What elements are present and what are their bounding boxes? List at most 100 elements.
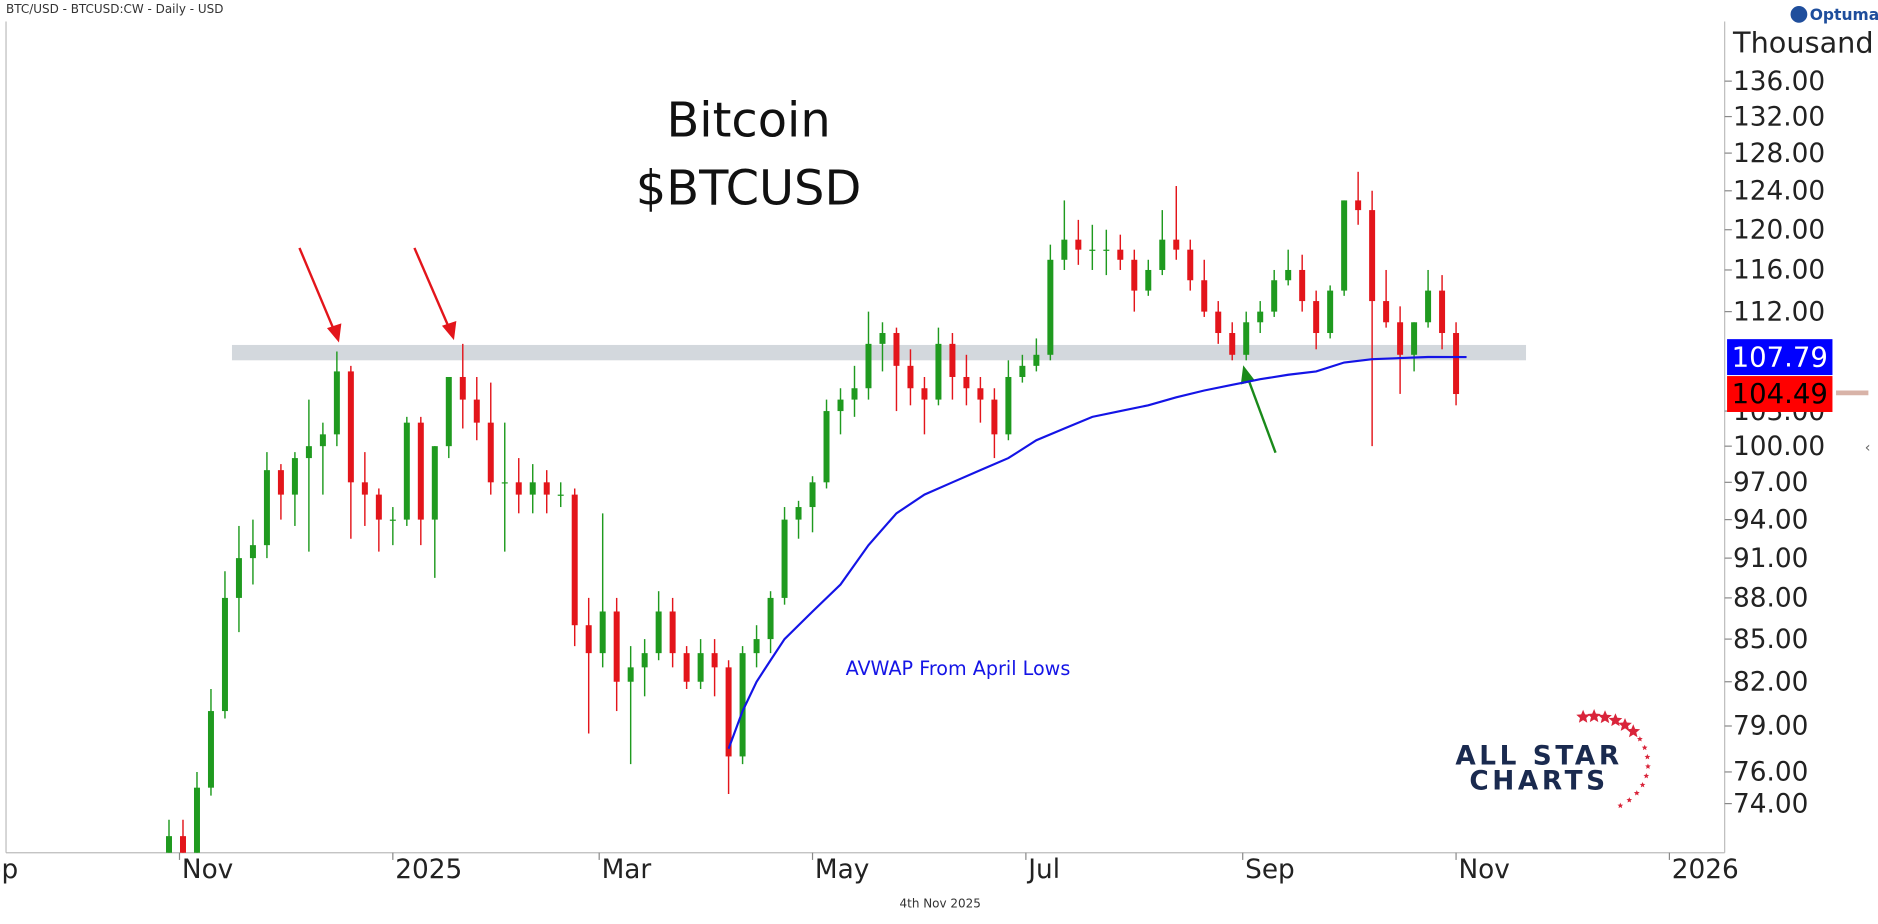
candle-body [1215,311,1222,334]
candle-body [949,343,956,377]
arrow-head [1240,365,1256,385]
watermark: ALL STAR CHARTS [1455,709,1651,809]
candle-body [1397,322,1404,355]
candle-body [1201,280,1208,312]
price-label-box [1727,339,1833,376]
candle-body [1089,249,1096,251]
logo: Optuma [1790,5,1878,24]
candle-body [389,519,396,521]
y-tick-label: 94.00 [1733,505,1808,535]
candle-body [1327,290,1334,334]
watermark-star [1643,772,1650,779]
candle-body [977,388,984,400]
y-tick-label: 88.00 [1733,584,1808,614]
candle-body [893,333,900,366]
watermark-star [1626,724,1641,738]
watermark-line: ALL STAR [1455,741,1622,771]
candle-body [1229,333,1236,355]
y-tick-label: 136.00 [1733,67,1825,97]
x-tick-label: Nov [1458,855,1509,885]
arrows [298,247,1277,454]
candle-body [361,482,368,495]
candle-body [1103,249,1110,251]
y-tick-label: 128.00 [1733,139,1825,169]
candle-body [851,388,858,400]
x-tick-label: Nov [182,855,233,885]
y-unit-label: Thousand [1732,25,1874,59]
arrow-head [326,323,342,343]
candle-body [921,388,928,400]
candle-body [347,371,354,483]
y-tick-label: 97.00 [1733,468,1808,498]
watermark-star [1576,709,1590,723]
watermark-star [1633,790,1640,796]
candle-body [641,653,648,668]
plot-area [166,171,1527,853]
price-label: 104.49 [1732,378,1828,410]
candle-body [907,365,914,389]
arrow [1246,378,1277,454]
candle-body [1341,200,1348,291]
resistance-zone [231,344,1527,361]
candle-body [1439,290,1446,334]
candle-body [207,711,214,788]
candle-body [179,836,186,853]
annotation: AVWAP From April Lows [846,657,1071,680]
candle-body [935,343,942,400]
price-label: 107.79 [1732,341,1828,373]
candle-body [837,399,844,412]
candle-body [1075,239,1082,250]
candle-body [473,399,480,423]
watermark-line: CHARTS [1469,767,1608,797]
y-tick-label: 124.00 [1733,176,1825,206]
chart-subtitle: $BTCUSD [636,162,862,217]
y-tick-label: 132.00 [1733,102,1825,132]
y-tick-label: 79.00 [1733,712,1808,742]
candle-body [305,446,312,459]
candle-body [655,611,662,654]
candle-body [711,653,718,668]
x-tick-label: Mar [602,855,652,885]
avwap-line [727,355,1467,750]
candle-body [1061,239,1068,260]
candle-body [1271,280,1278,312]
candle-body [1285,269,1292,281]
y-tick-label: 100.00 [1733,432,1825,462]
candle-body [249,545,256,559]
candle-body [795,507,802,520]
candle-body [1019,365,1026,377]
candle-body [403,422,410,520]
candle-body [753,639,760,654]
watermark-star [1641,744,1648,751]
candle-body [1187,249,1194,281]
candle-body [333,371,340,435]
arrow [413,247,451,329]
candle-body [501,482,508,484]
watermark-star [1598,710,1612,724]
candle-body [879,333,886,344]
candle-body [529,482,536,495]
candle-body [1355,200,1362,211]
watermark-star [1644,753,1651,760]
candle-body [319,434,326,447]
candle-body [767,597,774,640]
x-tick-label: 2026 [1672,855,1739,885]
candle-body [166,836,172,853]
candle-body [459,376,466,400]
date-label: 4th Nov 2025 [900,897,981,911]
candle-body [1383,301,1390,323]
candle-body [1005,376,1012,435]
candle-body [1243,322,1250,355]
watermark-star [1639,781,1646,788]
collapse-icon[interactable]: ‹ [1865,440,1871,456]
candle-body [1453,333,1460,395]
y-tick-label: 85.00 [1733,625,1808,655]
candle-body [1299,269,1306,302]
candle-body [599,611,606,654]
y-tick-label: 120.00 [1733,215,1825,245]
candle-body [991,399,998,435]
candle-body [1145,269,1152,291]
candle-body [277,470,284,495]
watermark-star [1587,709,1601,723]
